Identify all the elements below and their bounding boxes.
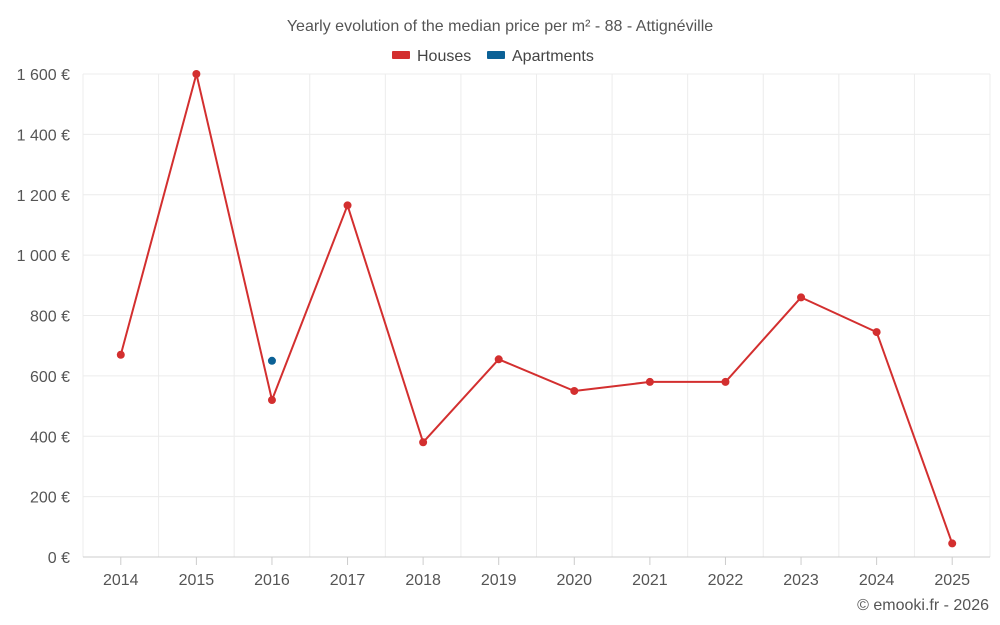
y-tick-label: 1 400 € — [17, 127, 70, 144]
x-axis: 2014 2015 2016 2017 2018 2019 2020 2021 2022 2023… — [83, 556, 990, 589]
legend-item-houses[interactable]: Houses — [392, 48, 471, 65]
data-point-houses[interactable] — [419, 438, 428, 447]
y-tick-label: 800 € — [30, 309, 70, 326]
x-tick-label: 2015 — [179, 572, 215, 589]
series-apartments — [267, 356, 276, 365]
y-tick-label: 1 600 € — [17, 67, 70, 84]
data-point-houses[interactable] — [570, 386, 579, 395]
series-line-houses — [119, 73, 954, 544]
legend: Houses Apartments — [392, 48, 594, 65]
y-tick-label: 1 200 € — [17, 188, 70, 205]
data-point-houses[interactable] — [721, 377, 730, 386]
y-tick-label: 200 € — [30, 490, 70, 507]
x-tick-label: 2024 — [859, 572, 895, 589]
series-houses — [116, 70, 957, 548]
y-tick-label: 400 € — [30, 429, 70, 446]
x-tick-label: 2014 — [103, 572, 139, 589]
data-point-houses[interactable] — [343, 201, 352, 210]
legend-swatch-apartments — [487, 51, 505, 59]
data-point-houses[interactable] — [872, 328, 881, 337]
data-point-houses[interactable] — [645, 377, 654, 386]
data-point-houses[interactable] — [116, 350, 125, 359]
legend-label-houses: Houses — [417, 48, 471, 65]
data-point-houses[interactable] — [494, 355, 503, 364]
data-point-houses[interactable] — [267, 396, 276, 405]
x-tick-label: 2018 — [405, 572, 441, 589]
credit-text: © emooki.fr - 2026 — [857, 597, 989, 614]
x-tick-label: 2025 — [934, 572, 970, 589]
y-axis: 0 € 200 € 400 € 600 € 800 € 1 000 € 1 200 € 1 4… — [17, 67, 70, 567]
data-point-houses[interactable] — [192, 70, 201, 78]
legend-label-apartments: Apartments — [512, 48, 594, 65]
data-point-apartments[interactable] — [267, 356, 276, 365]
x-tick-label: 2021 — [632, 572, 668, 589]
legend-item-apartments[interactable]: Apartments — [487, 48, 594, 65]
grid — [82, 73, 991, 558]
chart-title: Yearly evolution of the median price per… — [287, 18, 713, 35]
x-tick-label: 2016 — [254, 572, 290, 589]
plot-area — [116, 70, 957, 548]
data-point-houses[interactable] — [948, 539, 957, 548]
data-point-houses[interactable] — [797, 293, 806, 302]
x-tick-label: 2022 — [708, 572, 744, 589]
x-tick-label: 2019 — [481, 572, 517, 589]
y-tick-label: 600 € — [30, 369, 70, 386]
y-tick-label: 1 000 € — [17, 248, 70, 265]
legend-swatch-houses — [392, 51, 410, 59]
x-tick-label: 2020 — [556, 572, 592, 589]
y-tick-label: 0 € — [48, 550, 70, 567]
x-tick-label: 2017 — [330, 572, 366, 589]
x-tick-label: 2023 — [783, 572, 819, 589]
